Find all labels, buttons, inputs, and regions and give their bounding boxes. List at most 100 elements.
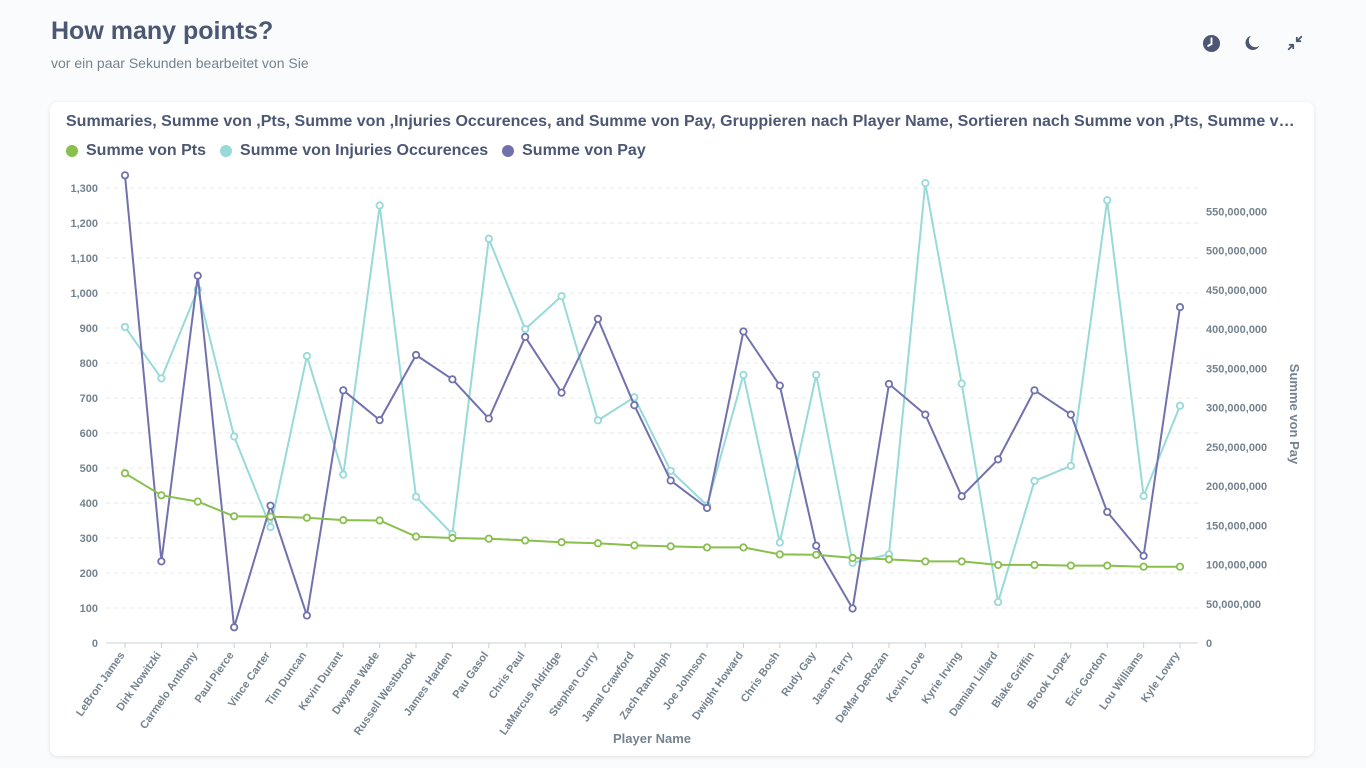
- data-point: [1103, 561, 1112, 570]
- data-point: [775, 381, 784, 390]
- data-point: [557, 388, 566, 397]
- series-line: [124, 175, 1181, 629]
- data-point: [1066, 561, 1075, 570]
- data-point: [1066, 410, 1075, 419]
- data-point: [1175, 303, 1185, 312]
- legend-item-injuries[interactable]: Summe von Injuries Occurences: [220, 142, 488, 160]
- data-point: [557, 292, 566, 301]
- x-tick-label: Chris Paul: [487, 650, 528, 701]
- data-point: [666, 476, 675, 485]
- data-point: [1139, 491, 1148, 501]
- data-point: [521, 536, 530, 545]
- data-point: [1030, 386, 1039, 395]
- data-point: [375, 416, 384, 425]
- data-point: [775, 538, 784, 547]
- y-left-tick-label: 1,300: [70, 183, 98, 195]
- data-point: [593, 416, 603, 425]
- data-point: [120, 469, 130, 478]
- legend-item-pay[interactable]: Summe von Pay: [502, 142, 646, 160]
- chart-legend: Summe von Pts Summe von Injuries Occuren…: [66, 142, 646, 160]
- data-point: [921, 410, 930, 419]
- y-right-tick-label: 0: [1206, 638, 1212, 650]
- moon-icon[interactable]: [1242, 32, 1264, 54]
- page-subtitle: vor ein paar Sekunden bearbeitet von Sie: [51, 55, 309, 71]
- y-left-tick-label: 500: [80, 463, 98, 475]
- x-axis-title: Player Name: [613, 731, 691, 746]
- chart-card: Summaries, Summe von ,Pts, Summe von ,In…: [50, 102, 1314, 756]
- clock-icon[interactable]: [1200, 32, 1222, 54]
- y-left-tick-label: 700: [80, 393, 98, 405]
- y-left-tick-label: 200: [80, 568, 98, 580]
- data-point: [1103, 507, 1112, 517]
- series-line: [124, 182, 1181, 604]
- data-point: [1030, 476, 1039, 486]
- data-point: [593, 314, 603, 323]
- data-point: [1139, 562, 1148, 571]
- data-point: [994, 455, 1003, 464]
- y-right-tick-label: 50,000,000: [1206, 599, 1261, 611]
- y-right-tick-label: 500,000,000: [1206, 246, 1267, 258]
- y-right-axis-title: Summe von Pay: [1287, 364, 1302, 465]
- data-point: [302, 513, 311, 522]
- y-left-tick-label: 1,000: [70, 288, 98, 300]
- data-point: [120, 322, 130, 332]
- data-point: [339, 470, 348, 479]
- data-point: [484, 534, 493, 543]
- x-tick-label: Pau Gasol: [451, 650, 492, 701]
- x-tick-label: Kyle Lowry: [1139, 649, 1183, 705]
- data-point: [884, 379, 894, 389]
- y-left-tick-label: 800: [80, 358, 98, 370]
- y-left-tick-label: 900: [80, 323, 98, 335]
- data-point: [848, 604, 857, 613]
- y-left-tick-label: 1,200: [70, 218, 98, 230]
- data-point: [739, 370, 748, 379]
- collapse-icon[interactable]: [1284, 32, 1306, 54]
- data-point: [666, 466, 675, 475]
- data-point: [1175, 401, 1185, 410]
- data-point: [193, 271, 202, 280]
- data-point: [157, 374, 166, 383]
- data-point: [557, 538, 566, 547]
- series-line: [124, 472, 1180, 568]
- data-point: [375, 516, 384, 525]
- data-point: [448, 533, 457, 543]
- data-point: [484, 414, 493, 423]
- data-point: [812, 550, 821, 559]
- x-tick-label: Rudy Gay: [779, 649, 819, 699]
- y-right-tick-label: 150,000,000: [1206, 520, 1267, 532]
- data-point: [339, 516, 348, 525]
- y-right-tick-label: 250,000,000: [1206, 442, 1267, 454]
- y-left-tick-label: 300: [80, 533, 98, 545]
- y-left-tick-label: 1,100: [70, 253, 98, 265]
- data-point: [157, 491, 166, 500]
- data-point: [302, 351, 311, 361]
- y-left-tick-label: 600: [80, 428, 98, 440]
- legend-label: Summe von Pay: [522, 142, 646, 159]
- data-point: [884, 555, 894, 564]
- data-point: [666, 542, 675, 551]
- y-right-tick-label: 350,000,000: [1206, 363, 1267, 375]
- data-point: [957, 379, 966, 388]
- data-point: [448, 375, 457, 384]
- y-right-tick-label: 200,000,000: [1206, 481, 1267, 493]
- y-right-tick-label: 550,000,000: [1206, 206, 1267, 218]
- x-tick-label: Chris Bosh: [739, 650, 783, 705]
- legend-dot-pay: [502, 145, 515, 157]
- data-point: [1066, 461, 1075, 470]
- header-actions: [1200, 32, 1306, 54]
- y-right-tick-label: 100,000,000: [1206, 560, 1267, 572]
- legend-item-pts[interactable]: Summe von Pts: [66, 142, 206, 160]
- page-title: How many points?: [51, 17, 274, 45]
- data-point: [630, 401, 639, 410]
- data-point: [630, 541, 639, 550]
- data-point: [339, 386, 348, 395]
- data-point: [593, 539, 603, 548]
- y-right-tick-label: 400,000,000: [1206, 324, 1267, 336]
- data-point: [157, 557, 166, 566]
- legend-label: Summe von Pts: [86, 142, 207, 159]
- data-point: [739, 327, 748, 336]
- data-point: [484, 234, 493, 243]
- line-chart: 0 100 200 300 400 500 600 700 800 900 1,000 1,100 1,…: [70, 171, 1302, 746]
- data-point: [1030, 560, 1039, 570]
- data-point: [266, 512, 275, 521]
